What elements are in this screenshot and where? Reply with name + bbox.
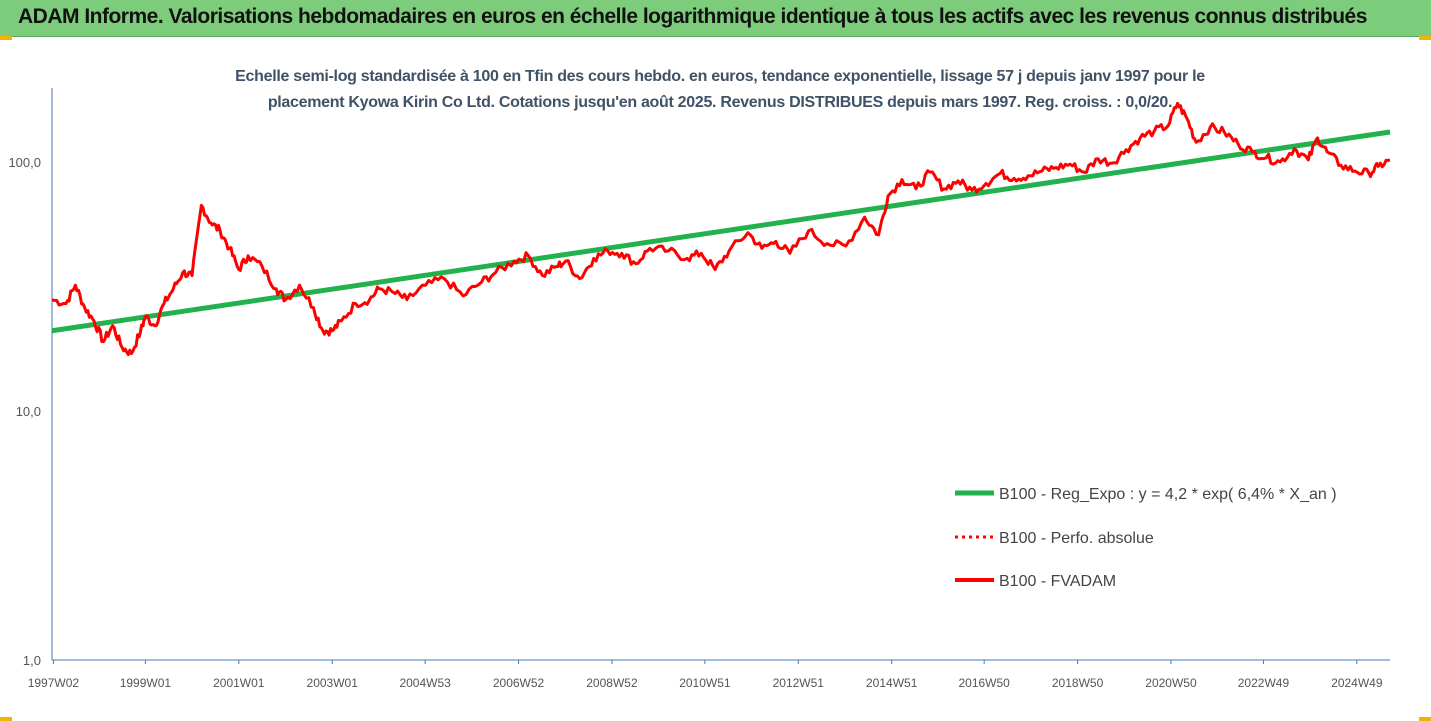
y-tick-label: 1,0 [23,653,41,668]
x-tick-label: 2006W52 [493,676,545,690]
corner-marker-left [0,36,12,40]
legend-label: B100 - FVADAM [999,573,1116,590]
x-tick-label: 2001W01 [213,676,265,690]
x-tick-label: 1999W01 [120,676,172,690]
y-tick-label: 100,0 [8,155,41,170]
x-tick-labels: 1997W02 1999W01 2001W01 2003W01 2004W53 2006W… [28,660,1383,690]
y-tick-labels: 1,0 10,0 100,0 [8,155,41,668]
chart-axes [51,88,1390,661]
x-tick-label: 2014W51 [866,676,918,690]
x-tick-label: 1997W02 [28,676,80,690]
x-tick-label: 2003W01 [307,676,359,690]
corner-marker-bottom-left [0,717,12,721]
x-tick-label: 2004W53 [399,676,451,690]
legend: B100 - Reg_Expo : y = 4,2 * exp( 6,4% * … [955,486,1337,590]
report-title: ADAM Informe. Valorisations hebdomadaire… [18,5,1367,28]
series-fvadam-line [51,101,1391,357]
corner-marker-right [1419,36,1431,40]
chart-title-line-2: placement Kyowa Kirin Co Ltd. Cotations … [267,94,1173,111]
legend-label: B100 - Reg_Expo : y = 4,2 * exp( 6,4% * … [999,486,1337,503]
chart-title: Echelle semi-log standardisée à 100 en T… [120,64,1320,116]
x-tick-label: 2008W52 [586,676,638,690]
x-tick-label: 2010W51 [679,676,731,690]
x-tick-label: 2016W50 [958,676,1010,690]
corner-marker-bottom-right [1419,717,1431,721]
series-reg-expo-line [51,129,1391,334]
legend-label: B100 - Perfo. absolue [999,530,1154,547]
x-tick-label: 2024W49 [1331,676,1383,690]
header-banner: ADAM Informe. Valorisations hebdomadaire… [0,0,1431,37]
plot-area [51,101,1391,357]
y-tick-label: 10,0 [16,404,41,419]
x-tick-label: 2022W49 [1238,676,1290,690]
chart-title-line-1: Echelle semi-log standardisée à 100 en T… [235,68,1205,85]
x-tick-label: 2018W50 [1052,676,1104,690]
x-tick-label: 2012W51 [773,676,825,690]
x-tick-label: 2020W50 [1145,676,1197,690]
